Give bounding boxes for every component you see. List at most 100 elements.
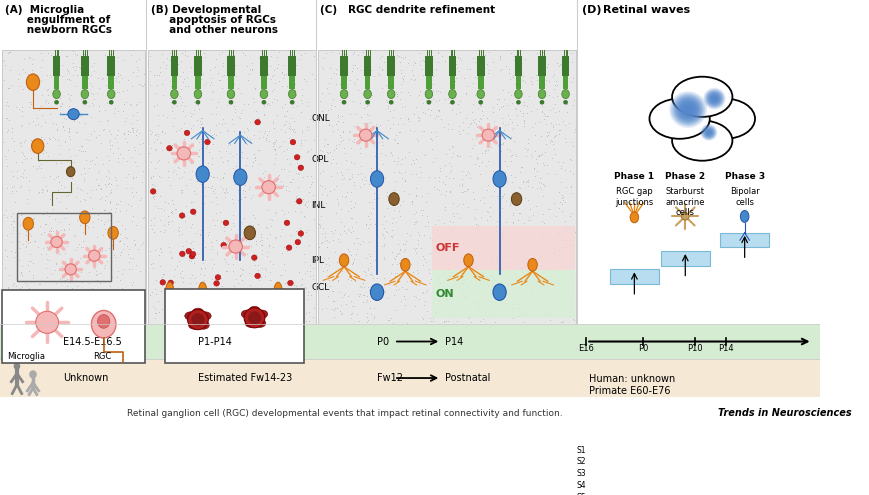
Point [467,118,481,126]
Point [163,208,177,216]
Point [40,187,54,195]
Point [419,71,433,79]
Point [459,275,473,283]
Point [235,152,249,160]
Point [490,100,504,108]
Point [527,164,541,172]
Point [113,237,127,245]
Point [392,95,406,103]
Point [484,290,498,298]
Point [145,289,159,297]
Point [504,224,518,232]
Point [255,169,269,177]
Point [1,49,15,56]
Point [72,146,86,154]
Point [408,170,422,178]
Bar [0,324,819,359]
Point [333,230,347,238]
Point [253,160,267,168]
Point [268,146,282,153]
Point [19,237,33,245]
Point [557,296,571,303]
Point [498,157,512,165]
Point [414,168,428,176]
Point [521,256,534,264]
Point [527,147,541,155]
Point [557,243,571,251]
Point [205,275,219,283]
Point [170,317,184,325]
Bar [341,76,347,89]
Point [280,247,294,254]
Point [318,281,332,289]
Point [424,145,438,153]
Point [155,128,169,136]
Point [180,250,194,258]
Point [359,176,373,184]
Point [441,222,454,230]
Point [319,49,333,56]
Point [337,174,351,182]
Point [268,208,282,216]
Point [170,60,184,68]
Point [347,138,361,146]
Ellipse shape [14,362,20,370]
Ellipse shape [702,127,713,138]
Text: IPL: IPL [311,256,323,265]
Point [322,276,335,284]
Point [395,103,409,111]
Point [299,198,313,206]
Point [439,150,453,158]
Point [441,274,454,282]
Point [295,275,308,283]
Point [29,165,43,173]
Ellipse shape [340,90,348,99]
Point [476,264,490,272]
Point [109,200,123,208]
Point [408,59,421,67]
Point [499,302,513,310]
Point [502,252,516,260]
Point [469,223,483,231]
Point [398,238,412,246]
Point [508,80,522,88]
Point [216,158,229,166]
Point [47,308,61,316]
Point [99,302,113,310]
Point [282,134,295,142]
Point [225,195,239,203]
Point [186,298,200,306]
Point [53,275,67,283]
Point [520,182,534,190]
Point [417,222,431,230]
Point [343,145,357,152]
Point [351,139,365,147]
Point [494,194,508,201]
Point [450,100,464,108]
Text: Retinal waves: Retinal waves [602,4,690,14]
Point [85,317,99,325]
Point [533,262,547,270]
Point [180,52,194,60]
Point [103,298,117,306]
Point [489,217,503,225]
Point [40,243,54,250]
Point [415,211,428,219]
Point [386,120,400,128]
Point [362,250,376,258]
Ellipse shape [493,171,506,187]
Point [187,57,201,65]
Point [68,246,82,253]
Point [449,202,463,210]
Point [72,305,86,313]
Bar [609,269,658,284]
Point [0,99,14,106]
Point [284,289,298,297]
Point [302,317,315,325]
Point [342,135,355,143]
Point [334,310,348,318]
Point [287,125,301,133]
Text: P10: P10 [687,344,701,352]
Point [182,286,196,294]
Point [182,175,196,183]
